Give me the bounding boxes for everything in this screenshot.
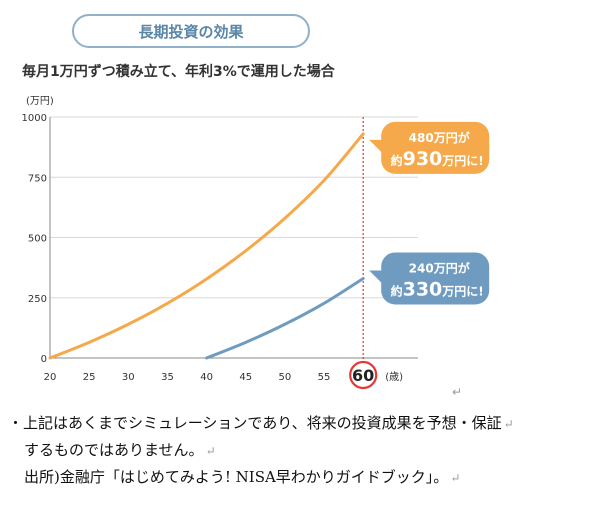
y-tick-label: 500 (28, 234, 47, 245)
chart-title: 長期投資の効果 (138, 22, 244, 41)
x-tick-label: 45 (239, 372, 252, 383)
callout-bubble (369, 252, 490, 305)
x-tick-label: 50 (279, 372, 292, 383)
chart-subtitle: 毎月1万円ずつ積み立て、年利3%で運用した場合 (22, 64, 335, 80)
return-mark: ↵ (503, 417, 514, 431)
notes: ・上記はあくまでシミュレーションであり、将来の投資成果を予想・保証 ↵ するもので… (8, 410, 596, 491)
return-mark: ↵ (205, 444, 216, 458)
note-line-1: ・上記はあくまでシミュレーションであり、将来の投資成果を予想・保証 ↵ (8, 414, 514, 432)
note-line-2: するものではありません。 ↵ (24, 441, 216, 459)
chart: (万円) 0 250 500 750 1000 20 25 30 35 40 45 50 55 60 (歳) 4… (22, 96, 490, 399)
x-tick-label: 30 (122, 372, 135, 383)
source-line: 出所)金融庁「はじめてみよう! NISA早わかりガイドブック」。 ↵ (24, 468, 461, 486)
x-tick-label: 55 (318, 372, 331, 383)
y-tick-label: 1000 (22, 113, 47, 124)
x-tick-label: 40 (200, 372, 213, 383)
highlight-circle (349, 360, 378, 390)
x-tick-label-highlight: 60 (352, 366, 374, 385)
callout-line-2: 約330万円に! (391, 278, 484, 300)
series-line-monthly-from-40 (205, 276, 365, 360)
x-tick-label: 25 (83, 372, 96, 383)
x-axis-unit-label: (歳) (385, 371, 403, 383)
chart-title-pill: 長期投資の効果 (72, 14, 310, 48)
series-line-monthly-from-20 (48, 132, 365, 360)
x-tick-label: 35 (161, 372, 174, 383)
callout-line-1: 480万円が (409, 130, 470, 145)
return-mark: ↵ (452, 385, 462, 399)
y-tick-label: 250 (28, 294, 47, 305)
callout-bubble (369, 121, 490, 174)
return-mark: ↵ (450, 471, 461, 485)
x-tick-label: 20 (44, 372, 57, 383)
callout-line-2: 約930万円に! (391, 148, 484, 170)
y-axis-unit-label: (万円) (26, 96, 54, 107)
y-tick-label: 0 (41, 354, 47, 365)
y-tick-label: 750 (28, 173, 47, 184)
callout-line-1: 240万円が (409, 260, 470, 275)
